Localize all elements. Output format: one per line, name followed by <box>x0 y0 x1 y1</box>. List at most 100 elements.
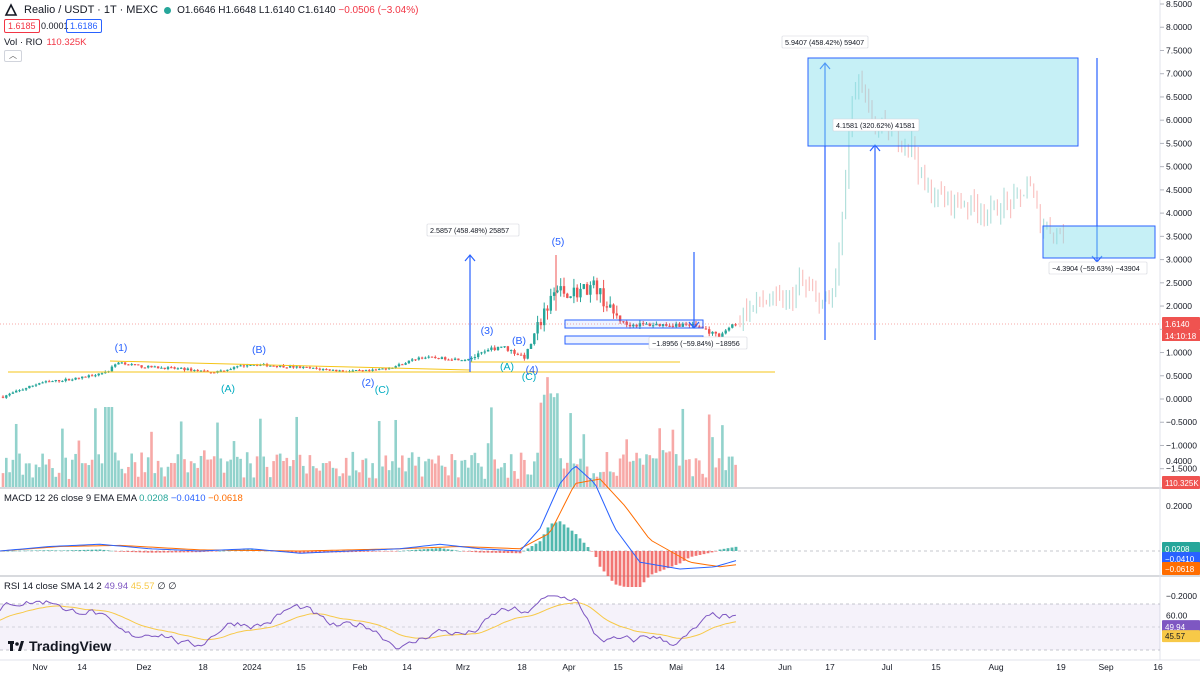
volume-bar <box>404 471 407 487</box>
candle-body <box>440 357 444 360</box>
rsi-sma-line <box>0 602 737 641</box>
macd-hist-bar <box>470 551 474 552</box>
measure-label-bg <box>1048 261 1148 275</box>
candle-body <box>222 370 226 372</box>
macd-hist-bar <box>222 550 226 552</box>
candle-body <box>470 357 473 360</box>
macd-hist-bar <box>406 550 410 551</box>
candle-body <box>691 323 694 326</box>
macd-hist-bar <box>706 551 710 554</box>
rsi-label: RSI 14 close SMA 14 2 <box>4 581 102 592</box>
volume-bar <box>665 452 668 487</box>
candle-body <box>275 366 279 368</box>
macd-line <box>0 465 737 570</box>
volume-bar <box>5 457 8 487</box>
macd-hist-bar <box>570 530 574 551</box>
candle-body <box>628 324 632 327</box>
volume-bar <box>308 455 312 487</box>
macd-hist-bar <box>722 548 726 551</box>
rsi-pane <box>0 595 1160 651</box>
volume-bar <box>325 463 328 487</box>
volume-bar <box>232 441 236 487</box>
drawings[interactable]: (1)(A)(B)(2)(C)(3)(A)(B)(C)(4)(5)2.5857 … <box>0 35 1160 396</box>
macd-hist-bar <box>550 523 554 551</box>
volume-bar <box>717 458 721 487</box>
time-axis[interactable]: Nov 14 Dez 18 2024 15 Feb 14 Mrz 18 Apr 15 Mai 14 Jun 1… <box>32 662 1163 672</box>
volume-bar <box>453 460 457 487</box>
macd-hist-bar <box>690 551 694 557</box>
tradingview-logo[interactable]: TradingView <box>8 638 111 654</box>
candle-body <box>61 380 64 382</box>
macd-hist-bar <box>502 551 506 553</box>
volume-bar <box>298 454 302 487</box>
volume-bar <box>641 464 645 487</box>
macd-hist-bar <box>654 551 658 573</box>
volume-bar <box>183 459 186 487</box>
macd-hist-bar <box>526 548 530 551</box>
macd-line-value: −0.0410 <box>170 493 206 504</box>
price-tick-label: 6.5000 <box>1166 92 1192 102</box>
candle-body <box>658 323 661 327</box>
time-tick-label: 14 <box>402 662 412 672</box>
measure-arrow-up-head <box>869 144 881 152</box>
volume-bar <box>698 460 701 487</box>
volume-bar <box>727 456 731 487</box>
time-tick-label: Sep <box>1098 662 1113 672</box>
price-axis[interactable]: 8.5000 8.0000 7.5000 7.0000 6.5000 6.0000 5.50… <box>1160 0 1200 644</box>
candle-body <box>549 295 552 311</box>
candle-body <box>708 329 711 334</box>
candle-body <box>269 365 272 367</box>
volume-bar <box>605 452 609 487</box>
macd-hist-bar <box>162 551 166 553</box>
rsi-legend: RSI 14 close SMA 14 2 49.94 45.57 ∅ ∅ <box>4 581 176 592</box>
volume-bar <box>117 460 120 487</box>
volume-bar <box>34 464 38 487</box>
time-tick-label: Dez <box>136 662 151 672</box>
macd-hist-bar <box>594 551 598 558</box>
volume-bar <box>420 476 424 487</box>
candle-body <box>486 349 490 352</box>
macd-hist-bar <box>586 547 590 551</box>
volume-bar <box>622 454 625 487</box>
volume-bar <box>658 428 661 487</box>
volume-bar <box>645 454 648 487</box>
candle-body <box>665 324 668 326</box>
time-tick-label: Nov <box>32 662 48 672</box>
candle-body <box>387 368 391 370</box>
macd-hist-bar <box>310 551 314 553</box>
symbol-title[interactable]: Realio / USDT · 1T · MEXC <box>24 4 159 16</box>
candle-body <box>688 324 691 326</box>
macd-hist-bar <box>566 527 570 551</box>
candle-body <box>642 323 645 325</box>
sell-price-button[interactable]: 1.6185 <box>4 19 40 33</box>
volume-bar <box>483 478 487 487</box>
candle-body <box>582 284 585 289</box>
macd-hist-bar <box>634 551 638 587</box>
price-tick-label: 8.0000 <box>1166 22 1192 32</box>
volume-bar <box>440 465 444 487</box>
macd-hist-bar <box>598 551 602 567</box>
macd-hist-bar <box>538 541 542 551</box>
time-tick-label: 17 <box>825 662 835 672</box>
price-tick-label: 4.0000 <box>1166 208 1192 218</box>
candle-body <box>384 368 387 370</box>
candle-body <box>417 357 420 360</box>
macd-hist-bar <box>614 551 618 585</box>
macd-hist-bar <box>26 550 30 552</box>
volume-bar <box>54 476 58 487</box>
candle-body <box>724 330 727 334</box>
volume-bar <box>427 458 430 487</box>
time-tick-label: 16 <box>1153 662 1163 672</box>
candle-body <box>156 366 160 369</box>
volume-bar <box>401 455 404 487</box>
candle-body <box>219 370 222 372</box>
candle-body <box>288 365 292 368</box>
candle-body <box>249 364 252 366</box>
rsi-badge: 49.94 <box>1165 623 1186 632</box>
macd-hist-bar <box>158 551 162 553</box>
chevron-up-icon[interactable]: ︿ <box>4 50 22 62</box>
candle-body <box>632 324 635 327</box>
buy-price-button[interactable]: 1.6186 <box>66 19 102 33</box>
volume-bar <box>414 465 417 487</box>
